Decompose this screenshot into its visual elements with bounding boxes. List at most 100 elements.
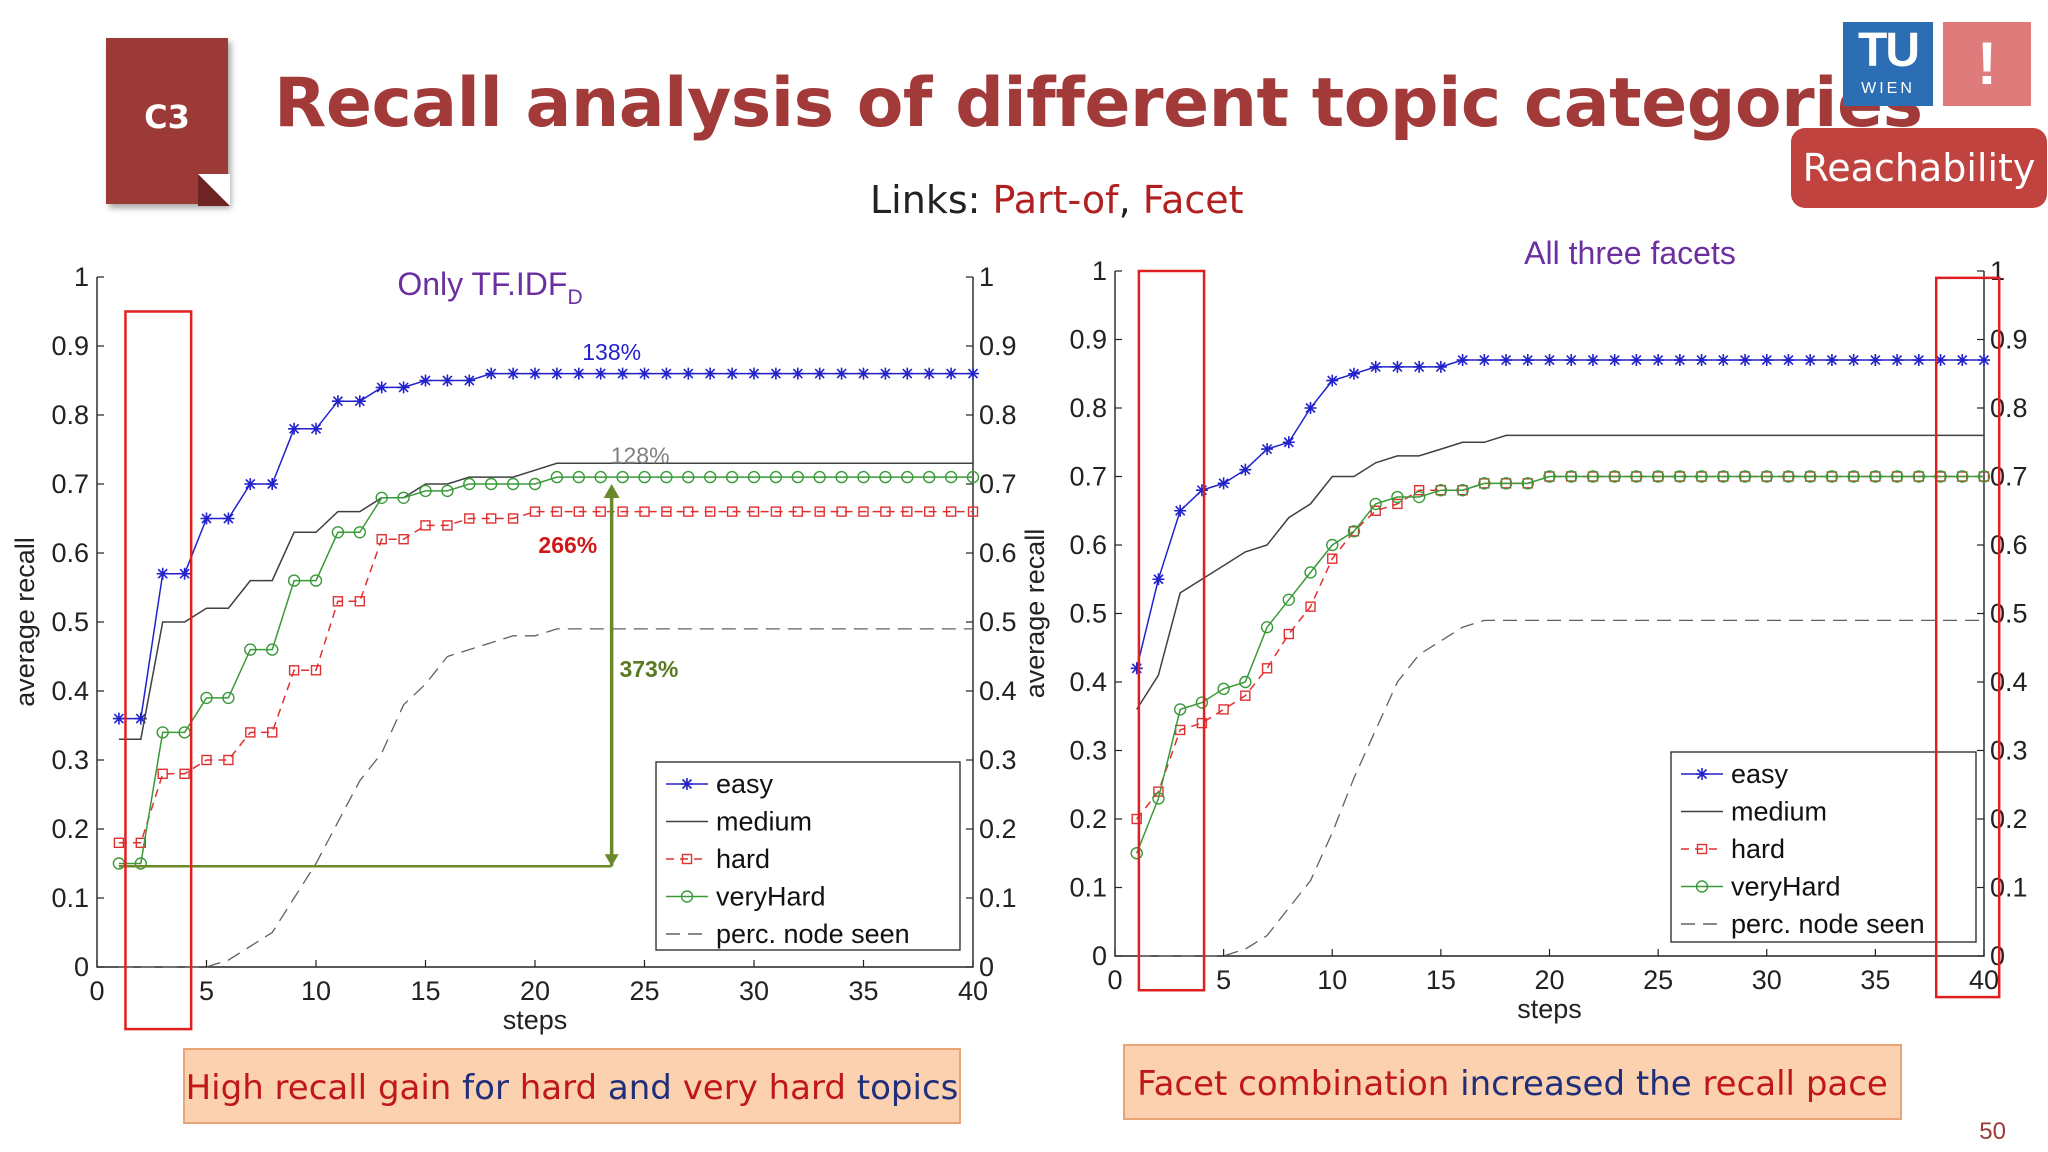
left-point-hard — [617, 506, 628, 517]
right-point-easy — [1934, 354, 1947, 367]
left-ytick-label-right: 1 — [979, 262, 994, 292]
right-ytick-label: 0.5 — [1069, 599, 1107, 629]
right-point-easy — [1956, 354, 1969, 367]
left-point-veryhard — [266, 643, 279, 656]
left-point-easy — [178, 567, 191, 580]
right-point-easy — [1239, 463, 1252, 476]
left-point-hard — [442, 520, 453, 531]
left-xtick-label: 35 — [848, 976, 878, 1006]
left-point-hard — [683, 506, 694, 517]
left-point-hard — [573, 506, 584, 517]
left-point-veryhard — [769, 470, 783, 484]
left-point-easy — [507, 367, 520, 380]
right-point-easy — [1304, 402, 1317, 414]
right-point-veryhard — [1521, 477, 1534, 490]
right-point-veryhard — [1738, 470, 1752, 483]
right-point-veryhard — [1543, 470, 1556, 483]
left-point-easy — [310, 422, 322, 435]
left-point-veryhard — [134, 857, 148, 870]
links-part-of: Part-of — [992, 178, 1119, 222]
right-xtick-label: 25 — [1643, 965, 1673, 995]
left-point-hard — [332, 596, 344, 607]
left-point-easy — [397, 381, 410, 394]
left-ytick-label-right: 0.8 — [979, 400, 1017, 430]
left-note-part1: High recall gain — [185, 1068, 452, 1108]
right-point-easy — [1869, 354, 1882, 367]
left-point-hard — [267, 727, 278, 738]
left-legend-label-medium: medium — [716, 807, 812, 837]
left-point-veryhard — [550, 470, 564, 484]
right-point-veryhard — [1130, 847, 1143, 860]
left-point-hard — [201, 754, 212, 766]
right-point-veryhard — [1586, 470, 1600, 483]
right-legend-label-easy: easy — [1731, 759, 1789, 789]
left-point-hard — [661, 506, 672, 517]
right-point-easy — [1478, 354, 1491, 367]
left-ytick-label: 0.2 — [51, 814, 89, 844]
left-point-veryhard — [419, 484, 432, 498]
right-ytick-label-right: 0.7 — [1990, 462, 2028, 492]
left-point-hard — [507, 513, 519, 524]
right-point-easy — [1434, 360, 1447, 373]
left-point-hard — [792, 506, 803, 517]
right-ytick-label: 0.2 — [1069, 804, 1107, 834]
left-point-easy — [550, 367, 563, 380]
right-ytick-label: 0.8 — [1069, 393, 1107, 423]
left-point-veryhard — [725, 470, 739, 484]
right-point-veryhard — [1630, 470, 1643, 483]
right-point-easy — [1347, 367, 1360, 380]
right-point-easy — [1195, 484, 1208, 497]
left-point-veryhard — [200, 691, 213, 705]
right-point-veryhard — [1304, 566, 1317, 579]
right-point-veryhard — [1890, 470, 1904, 483]
right-xtick-label: 5 — [1216, 965, 1231, 995]
right-point-easy — [1456, 354, 1469, 367]
right-point-veryhard — [1565, 470, 1578, 483]
left-point-hard — [135, 837, 147, 848]
left-point-hard — [376, 534, 387, 545]
right-xtick-label: 15 — [1426, 965, 1456, 995]
left-point-easy — [200, 512, 213, 525]
left-ytick-label: 0.6 — [51, 538, 89, 568]
left-point-easy — [857, 367, 870, 380]
right-point-hard — [1392, 498, 1403, 510]
left-point-easy — [748, 367, 760, 380]
left-point-easy — [704, 367, 717, 380]
right-xtick-label: 20 — [1534, 965, 1564, 995]
right-ytick-label-right: 0.2 — [1990, 804, 2028, 834]
left-title-subscript: D — [567, 286, 582, 309]
reachability-tag: Reachability — [1791, 128, 2047, 208]
left-point-hard — [705, 506, 716, 517]
right-ytick-label: 0.7 — [1069, 462, 1107, 492]
left-chart: 0 00.1 0.10.2 0.20.3 0.30.4 0.40.5 0.50.6 0.60.… — [10, 262, 1017, 1035]
left-point-easy — [485, 367, 498, 380]
left-ytick-label-right: 0 — [979, 952, 994, 982]
left-note-part3: hard — [519, 1068, 598, 1108]
left-xlabel: steps — [503, 1005, 568, 1035]
right-ytick-label: 1 — [1092, 256, 1107, 286]
right-point-hard — [1240, 690, 1251, 701]
right-ytick-label-right: 0.8 — [1990, 393, 2028, 423]
right-point-easy — [1717, 354, 1730, 367]
right-point-veryhard — [1825, 470, 1839, 483]
right-point-veryhard — [1369, 497, 1382, 511]
left-point-veryhard — [747, 470, 761, 484]
left-point-easy — [879, 367, 892, 380]
right-point-easy — [1586, 354, 1599, 367]
right-point-easy — [1130, 662, 1143, 675]
right-point-easy — [1391, 360, 1404, 373]
left-legend-marker-hard — [681, 853, 693, 865]
right-point-easy — [1282, 436, 1295, 449]
left-series-veryhard — [118, 476, 973, 865]
right-point-veryhard — [1760, 470, 1773, 483]
left-annotation: 128% — [611, 442, 670, 468]
left-point-veryhard — [156, 726, 169, 739]
left-point-hard — [420, 520, 431, 531]
right-point-easy — [1565, 354, 1578, 367]
right-point-easy — [1500, 354, 1513, 367]
left-arrow-head-bottom — [604, 854, 619, 867]
right-point-veryhard — [1956, 470, 1969, 483]
left-point-easy — [419, 374, 432, 387]
right-point-easy — [1673, 354, 1686, 367]
left-point-veryhard — [309, 574, 323, 587]
